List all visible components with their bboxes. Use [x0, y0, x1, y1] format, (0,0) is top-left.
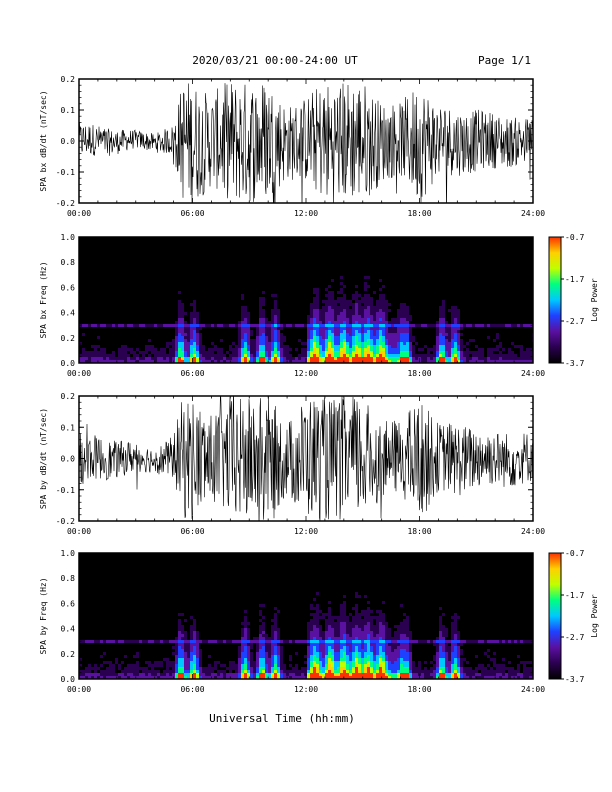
y-tick-label: 0.0	[61, 455, 76, 464]
x-tick-label: 18:00	[407, 209, 431, 218]
x-tick-label: 06:00	[180, 685, 204, 694]
spectrogram-cells	[79, 276, 533, 363]
dbdt-trace	[79, 396, 533, 521]
x-axis-label: Universal Time (hh:mm)	[209, 712, 355, 725]
x-tick-label: 12:00	[294, 685, 318, 694]
y-tick-label: 1.0	[61, 549, 76, 558]
x-tick-label: 06:00	[180, 369, 204, 378]
colorbar-tick-label: -1.7	[565, 591, 584, 600]
y-tick-label: 0.1	[61, 423, 76, 432]
colorbar-label: Log Power	[590, 278, 599, 322]
y-tick-label: 0.2	[61, 75, 76, 84]
y-axis-label: SPA bx Freq (Hz)	[39, 261, 48, 338]
x-tick-label: 18:00	[407, 369, 431, 378]
x-tick-label: 18:00	[407, 685, 431, 694]
y-tick-label: 0.0	[61, 359, 76, 368]
y-tick-label: 0.8	[61, 258, 76, 267]
y-tick-label: -0.1	[56, 486, 75, 495]
y-tick-label: 0.6	[61, 599, 76, 608]
x-tick-label: 12:00	[294, 369, 318, 378]
x-tick-label: 24:00	[521, 369, 545, 378]
bx-spectrogram-panel: -0.7 -1.7 -2.7 -3.7 Log Power 1.0 0.8 0.6 0.4 0.2…	[39, 233, 599, 378]
y-tick-label: -0.2	[56, 517, 75, 526]
y-tick-label: -0.2	[56, 199, 75, 208]
spectrogram-cells	[79, 592, 533, 679]
y-tick-label: 0.2	[61, 650, 76, 659]
y-axis-label: SPA bx dB/dt (nT/sec)	[39, 90, 48, 191]
y-tick-label: 0.1	[61, 106, 76, 115]
y-axis-label: SPA by Freq (Hz)	[39, 577, 48, 654]
x-tick-label: 18:00	[407, 527, 431, 536]
by-spectrogram-panel: -0.7 -1.7 -2.7 -3.7 Log Power 1.0 0.8 0.6 0.4 0.2…	[39, 549, 599, 694]
y-axis-label: SPA by dB/dt (nT/sec)	[39, 408, 48, 509]
colorbar	[548, 552, 562, 680]
colorbar	[548, 236, 562, 364]
x-tick-label: 00:00	[67, 209, 91, 218]
y-tick-label: 0.6	[61, 283, 76, 292]
colorbar-tick-label: -2.7	[565, 633, 584, 642]
y-tick-label: 0.8	[61, 574, 76, 583]
x-tick-label: 24:00	[521, 209, 545, 218]
x-tick-label: 00:00	[67, 369, 91, 378]
colorbar-tick-label: -1.7	[565, 275, 584, 284]
dbdt-trace	[79, 83, 533, 203]
x-tick-label: 00:00	[67, 685, 91, 694]
y-tick-label: 0.4	[61, 309, 76, 318]
bx-dbdt-panel: 0.2 0.1 0.0 -0.1 -0.200:00 06:00 12:00 18:00 24:…	[39, 75, 545, 218]
colorbar-tick-label: -0.7	[565, 233, 584, 242]
y-tick-label: 0.0	[61, 675, 76, 684]
x-tick-label: 06:00	[180, 527, 204, 536]
y-tick-label: 0.2	[61, 392, 76, 401]
y-tick-label: 0.2	[61, 334, 76, 343]
page-indicator: Page 1/1	[478, 54, 531, 67]
x-tick-label: 12:00	[294, 209, 318, 218]
x-tick-label: 12:00	[294, 527, 318, 536]
colorbar-tick-label: -3.7	[565, 359, 584, 368]
colorbar-tick-label: -2.7	[565, 317, 584, 326]
colorbar-label: Log Power	[590, 594, 599, 638]
colorbar-tick-label: -3.7	[565, 675, 584, 684]
y-tick-label: -0.1	[56, 168, 75, 177]
by-dbdt-panel: 0.2 0.1 0.0 -0.1 -0.200:00 06:00 12:00 18:00 24:…	[39, 392, 545, 536]
y-tick-label: 1.0	[61, 233, 76, 242]
figure-title: 2020/03/21 00:00-24:00 UT	[192, 54, 358, 67]
x-tick-label: 24:00	[521, 527, 545, 536]
colorbar-tick-label: -0.7	[565, 549, 584, 558]
x-tick-label: 06:00	[180, 209, 204, 218]
y-tick-label: 0.4	[61, 625, 76, 634]
x-tick-label: 00:00	[67, 527, 91, 536]
x-tick-label: 24:00	[521, 685, 545, 694]
y-tick-label: 0.0	[61, 137, 76, 146]
